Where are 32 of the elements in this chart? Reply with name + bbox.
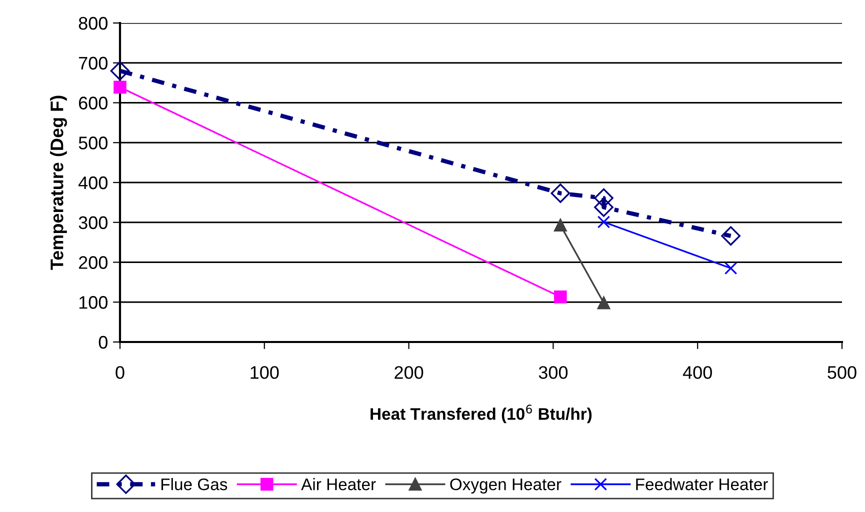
legend-label: Air Heater	[301, 478, 376, 490]
y-tick-label: 200	[78, 256, 108, 269]
legend-label: Flue Gas	[161, 478, 228, 490]
x-tick-label: 500	[828, 366, 856, 379]
point	[594, 198, 614, 217]
point	[594, 188, 614, 208]
point	[597, 296, 610, 310]
point	[554, 290, 567, 304]
y-tick-label: 400	[78, 176, 108, 190]
x-tick-label: 300	[538, 366, 568, 379]
point	[597, 216, 610, 228]
point	[550, 184, 570, 203]
point	[554, 218, 567, 232]
x-tick-label: 200	[394, 366, 424, 379]
point	[721, 226, 740, 246]
legend-label: Oxygen Heater	[450, 478, 562, 494]
y-axis-title: Temperature (Deg F)	[50, 96, 67, 270]
x-tick-label: 0	[116, 366, 124, 379]
y-tick-label: 800	[78, 16, 108, 30]
y-tick-label: 100	[79, 296, 108, 309]
y-tick-label: 600	[78, 96, 108, 110]
point	[110, 61, 130, 81]
x-tick-label: 100	[250, 366, 279, 379]
y-tick-label: 0	[98, 336, 108, 349]
y-tick-label: 700	[79, 56, 108, 70]
point	[724, 262, 738, 275]
x-axis-title: Heat Transfered (10$^{6}$ Btu/hr)	[370, 404, 592, 424]
point	[114, 80, 126, 94]
y-tick-label: 300	[78, 216, 108, 230]
y-tick-label: 500	[78, 136, 108, 150]
x-tick-label: 400	[682, 366, 712, 379]
legend-label: Feedwater Heater	[636, 478, 768, 490]
